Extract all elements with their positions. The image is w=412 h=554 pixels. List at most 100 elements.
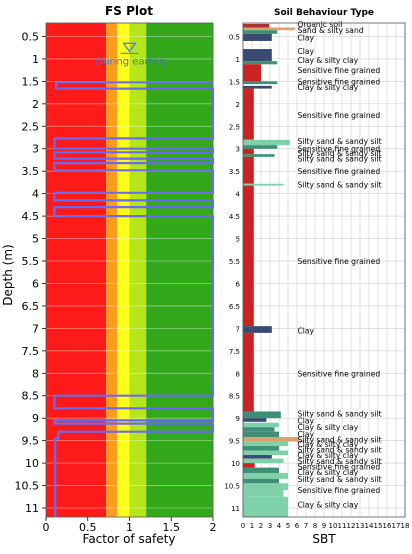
- sbt-x-tick-label-4: 4: [277, 522, 282, 530]
- sbt-bar-5: [243, 61, 278, 65]
- fs-y-tick-label-8: 4.5: [22, 210, 40, 223]
- water-table-marker-icon: [122, 42, 137, 53]
- fs-y-tick-label-12: 6.5: [22, 300, 40, 313]
- sbt-y-tick-label-11: 6: [236, 280, 241, 288]
- sbt-x-tick-label-2: 2: [259, 522, 263, 530]
- sbt-y-tick-label-6: 3.5: [229, 168, 240, 176]
- fs-x-axis-label: Factor of safety: [83, 532, 176, 546]
- sbt-bar-34: [243, 483, 288, 491]
- sbt-layer-label-24: Silty sand & sandy silt: [297, 446, 381, 455]
- sbt-layer-label-4: Clay & silty clay: [297, 56, 358, 65]
- sbt-bar-18: [243, 332, 254, 412]
- fs-x-axis: 0 0.5 1 1.5 2: [43, 517, 217, 534]
- sbt-y-tick-label-17: 9: [236, 415, 240, 423]
- fs-y-tick-label-15: 8: [32, 367, 39, 380]
- sbt-bar-29: [243, 458, 284, 464]
- sbt-bar-8: [243, 85, 272, 89]
- sbt-layer-label-14: Silty sand & sandy silt: [297, 181, 381, 190]
- sbt-layer-label-9: Silty sand & sandy silt: [297, 137, 381, 146]
- sbt-x-tick-label-13: 13: [356, 522, 365, 530]
- sbt-bar-1: [243, 27, 296, 31]
- fs-y-axis: 0.5 1 1.5 2 2.5 3 3.5 4 4.5 5 5.5 6 6.5 7 7.5 8 8.5 9 9.5 1…: [15, 30, 46, 515]
- sbt-y-tick-label-10: 5.5: [229, 258, 240, 266]
- fs-y-tick-label-4: 2.5: [22, 120, 40, 133]
- sbt-y-tick-label-15: 8: [236, 370, 240, 378]
- sbt-bar-25: [243, 441, 288, 447]
- fs-y-tick-label-18: 9.5: [22, 435, 40, 448]
- sbt-layer-label-8: Sensitive fine grained: [297, 111, 380, 120]
- fs-y-tick-label-20: 10.5: [15, 480, 40, 493]
- sbt-x-tick-label-12: 12: [347, 522, 356, 530]
- sbt-layer-label-6: Sensitive fine grained: [297, 77, 380, 86]
- sbt-layer-label-13: Sensitive fine grained: [297, 167, 380, 176]
- fs-y-tick-label-2: 1.5: [22, 75, 40, 88]
- fs-y-tick-label-1: 1: [32, 53, 39, 66]
- fs-band-1: [106, 23, 117, 517]
- sbt-y-axis: 0.5 1 1.5 2 2.5 3 3.5 4 4.5 5 5.5 6 6.5 7 7.5 8 8.5 9 9.5 1…: [224, 33, 240, 513]
- fs-x-tick-label-3: 1.5: [163, 521, 181, 534]
- sbt-y-tick-label-13: 7: [236, 325, 240, 333]
- sbt-layer-label-5: Sensitive fine grained: [297, 66, 380, 75]
- sbt-bar-36: [243, 496, 288, 517]
- sbt-y-tick-label-19: 10: [231, 460, 240, 468]
- sbt-bar-4: [243, 49, 272, 62]
- sbt-y-tick-label-3: 2: [236, 101, 240, 109]
- sbt-layer-label-11: Silty sand & sandy silt: [297, 149, 381, 158]
- sbt-bar-31: [243, 467, 279, 473]
- fs-annotation-label: During earthq.: [96, 56, 169, 67]
- sbt-y-tick-label-18: 9.5: [229, 438, 240, 446]
- sbt-y-tick-label-21: 11: [231, 505, 240, 513]
- sbt-x-axis-label: SBT: [312, 532, 336, 546]
- sbt-bar-27: [243, 450, 288, 456]
- sbt-bar-15: [243, 183, 284, 186]
- sbt-x-tick-label-10: 10: [329, 522, 338, 530]
- sbt-layer-label-22: Silty sand & sandy silt: [297, 435, 381, 444]
- sbt-bars: [242, 22, 406, 518]
- sbt-bar-22: [243, 427, 275, 432]
- sbt-layer-label-16: Clay: [297, 327, 314, 336]
- fs-y-tick-label-10: 5.5: [22, 255, 40, 268]
- sbt-layer-label-27: Sensitive fine grained: [297, 463, 380, 472]
- sbt-y-tick-label-1: 1: [236, 56, 240, 64]
- sbt-bar-7: [243, 81, 278, 85]
- sbt-layer-label-25: Clay & silty clay: [297, 451, 358, 460]
- sbt-layer-label-15: Sensitive fine grained: [297, 257, 380, 266]
- sbt-x-tick-label-0: 0: [241, 522, 245, 530]
- fs-annotation: During earthq.: [96, 42, 169, 67]
- sbt-layer-label-30: Sensitive fine grained: [297, 486, 380, 495]
- sbt-y-tick-label-8: 4.5: [229, 213, 240, 221]
- sbt-y-tick-label-16: 8.5: [229, 393, 240, 401]
- sbt-y-tick-label-7: 4: [236, 191, 241, 199]
- sbt-bar-10: [243, 139, 290, 146]
- sbt-y-tick-label-0: 0.5: [229, 33, 240, 41]
- fs-band-0: [46, 23, 107, 517]
- sbt-bar-17: [243, 326, 272, 333]
- sbt-bar-3: [243, 33, 272, 41]
- fs-x-tick-label-4: 2: [210, 521, 217, 534]
- fs-y-tick-label-17: 9: [32, 412, 39, 425]
- sbt-bar-6: [243, 64, 261, 82]
- sbt-y-tick-label-4: 2.5: [229, 123, 240, 131]
- sbt-x-tick-label-16: 16: [383, 522, 392, 530]
- sbt-layer-label-28: Clay & silty clay: [297, 468, 358, 477]
- fs-y-tick-label-3: 2: [32, 98, 39, 111]
- sbt-x-tick-label-1: 1: [250, 522, 254, 530]
- sbt-layer-label-18: Silty sand & sandy silt: [297, 410, 381, 419]
- sbt-layer-label-26: Silty sand & sandy silt: [297, 457, 381, 466]
- sbt-y-tick-label-2: 1.5: [229, 78, 240, 86]
- fs-y-tick-label-11: 6: [32, 277, 39, 290]
- sbt-x-tick-label-5: 5: [286, 522, 290, 530]
- sbt-bar-28: [243, 455, 272, 459]
- sbt-layer-label-19: Clay: [297, 416, 314, 425]
- sbt-bar-16: [243, 185, 254, 327]
- sbt-bar-11: [243, 145, 278, 149]
- sbt-x-tick-label-11: 11: [338, 522, 347, 530]
- fs-plot-title: FS Plot: [105, 4, 153, 18]
- sbt-plot-frame: [242, 22, 406, 518]
- sbt-layer-label-21: Clay: [297, 430, 314, 439]
- sbt-layer-label-29: Silty sand & sandy silt: [297, 475, 381, 484]
- sbt-layer-label-23: Clay & silty clay: [297, 440, 358, 449]
- fs-x-tick-label-1: 0.5: [79, 521, 97, 534]
